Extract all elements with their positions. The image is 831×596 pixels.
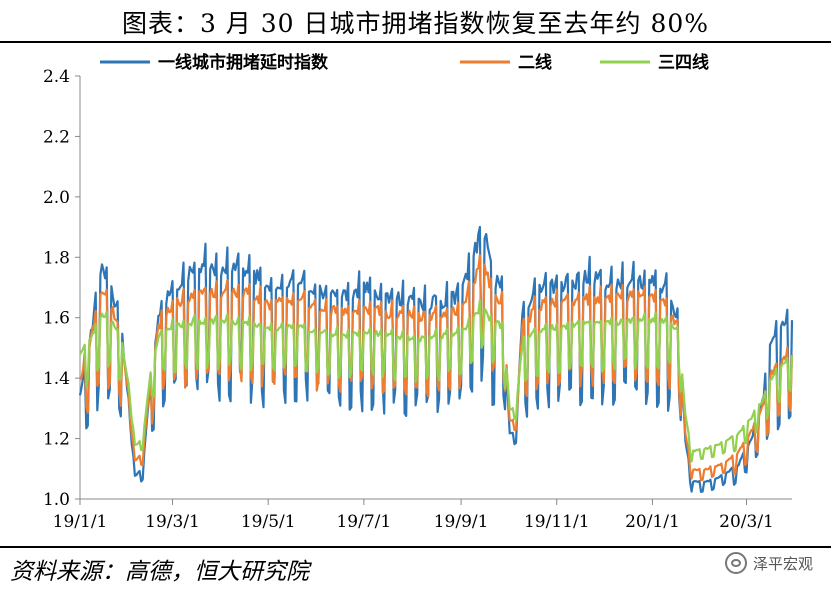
x-tick-label: 19/1/1 [53,512,108,532]
legend-label-tier2: 二线 [518,52,552,73]
title-rule [0,41,831,43]
legend-label-tier1: 一线城市拥堵延时指数 [158,52,329,73]
chart-axes: 1.0 1.2 1.4 1.6 1.8 2.0 2.2 2.4 19/1/1 19/3/1 19/5… [43,67,792,532]
x-tick-label: 19/9/1 [434,512,489,532]
chart-lines [78,225,794,493]
y-tick-label: 1.4 [43,369,70,389]
y-tick-label: 2.0 [43,188,70,208]
x-tick-label: 20/1/1 [625,512,680,532]
y-tick-label: 2.4 [43,67,70,87]
x-tick-label: 19/11/1 [524,512,590,532]
x-tick-label: 19/7/1 [336,512,391,532]
series-line-tier2 [79,254,794,482]
legend-label-tier34: 三四线 [658,52,709,73]
wechat-icon [724,552,747,574]
chart-title: 图表：3 月 30 日城市拥堵指数恢复至去年约 80% [121,9,710,38]
chart-legend: 一线城市拥堵延时指数 二线 三四线 [100,52,709,73]
x-tick-label: 19/3/1 [145,512,200,532]
y-tick-label: 1.0 [43,490,70,510]
watermark-text: 泽平宏观 [752,554,813,573]
line-chart: 1.0 1.2 1.4 1.6 1.8 2.0 2.2 2.4 19/1/1 19/3/1 19/5… [43,52,794,532]
source-note: 资料来源：高德，恒大研究院 [10,559,309,585]
x-tick-label: 19/5/1 [241,512,296,532]
x-tick-label: 20/3/1 [719,512,774,532]
series-line-tier34 [79,299,794,463]
y-tick-label: 2.2 [43,127,70,147]
y-tick-label: 1.2 [43,430,70,450]
watermark: 泽平宏观 [724,552,813,574]
y-tick-label: 1.8 [43,248,70,268]
y-tick-label: 1.6 [43,309,70,329]
source-rule [0,546,831,548]
